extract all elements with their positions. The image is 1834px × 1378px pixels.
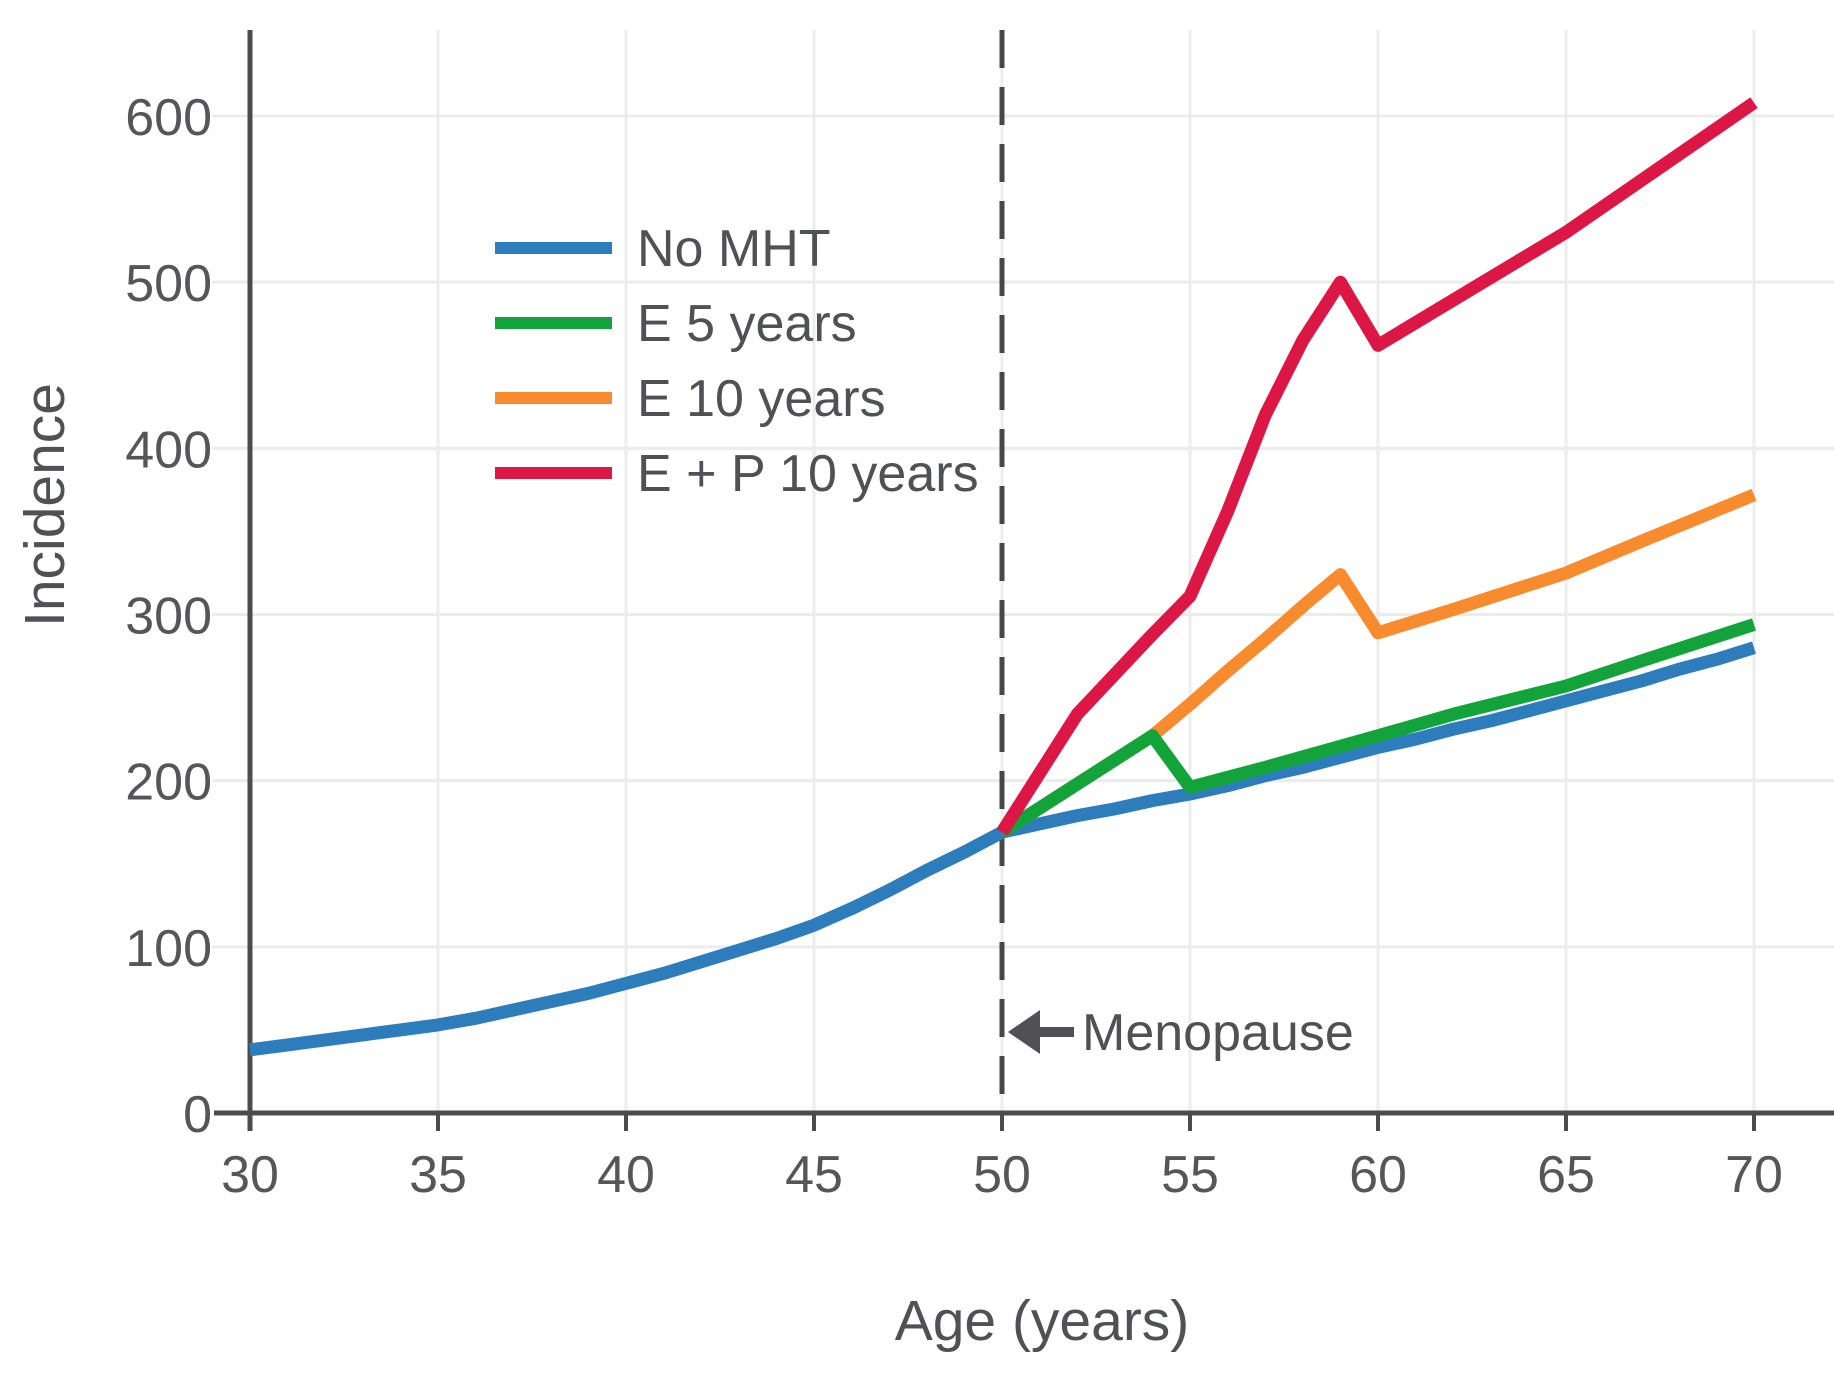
- y-tick-label-200: 200: [125, 754, 212, 812]
- series-line-e-p-10-years: [996, 97, 1758, 836]
- y-tick-label-300: 300: [125, 587, 212, 645]
- x-axis-title: Age (years): [895, 1289, 1190, 1353]
- y-axis-title: Incidence: [13, 383, 77, 627]
- y-tick-label-100: 100: [125, 920, 212, 978]
- menopause-annotation: Menopause: [1008, 1004, 1354, 1062]
- x-tick-label-60: 60: [1349, 1146, 1407, 1204]
- menopause-arrow-shaft: [1038, 1027, 1074, 1037]
- x-tick-label-55: 55: [1161, 1146, 1219, 1204]
- y-tick-label-600: 600: [125, 89, 212, 147]
- x-tick-label-35: 35: [409, 1146, 467, 1204]
- y-tick-label-500: 500: [125, 255, 212, 313]
- menopause-arrow-icon: [1008, 1010, 1040, 1054]
- y-tick-label-0: 0: [183, 1086, 212, 1144]
- series-line-e-5-years: [998, 618, 1757, 838]
- x-tick-label-40: 40: [597, 1146, 655, 1204]
- x-tick-label-45: 45: [785, 1146, 843, 1204]
- y-tick-label-400: 400: [125, 421, 212, 479]
- legend-label-e-5-years: E 5 years: [637, 295, 857, 353]
- legend-label-e-10-years: E 10 years: [637, 370, 886, 428]
- x-tick-label-30: 30: [221, 1146, 279, 1204]
- x-tick-label-70: 70: [1725, 1146, 1783, 1204]
- legend-label-e-p-10-years: E + P 10 years: [637, 445, 979, 503]
- legend-label-no-mht: No MHT: [637, 220, 831, 278]
- menopause-label: Menopause: [1082, 1004, 1354, 1062]
- x-tick-label-50: 50: [973, 1146, 1031, 1204]
- x-tick-label-65: 65: [1537, 1146, 1595, 1204]
